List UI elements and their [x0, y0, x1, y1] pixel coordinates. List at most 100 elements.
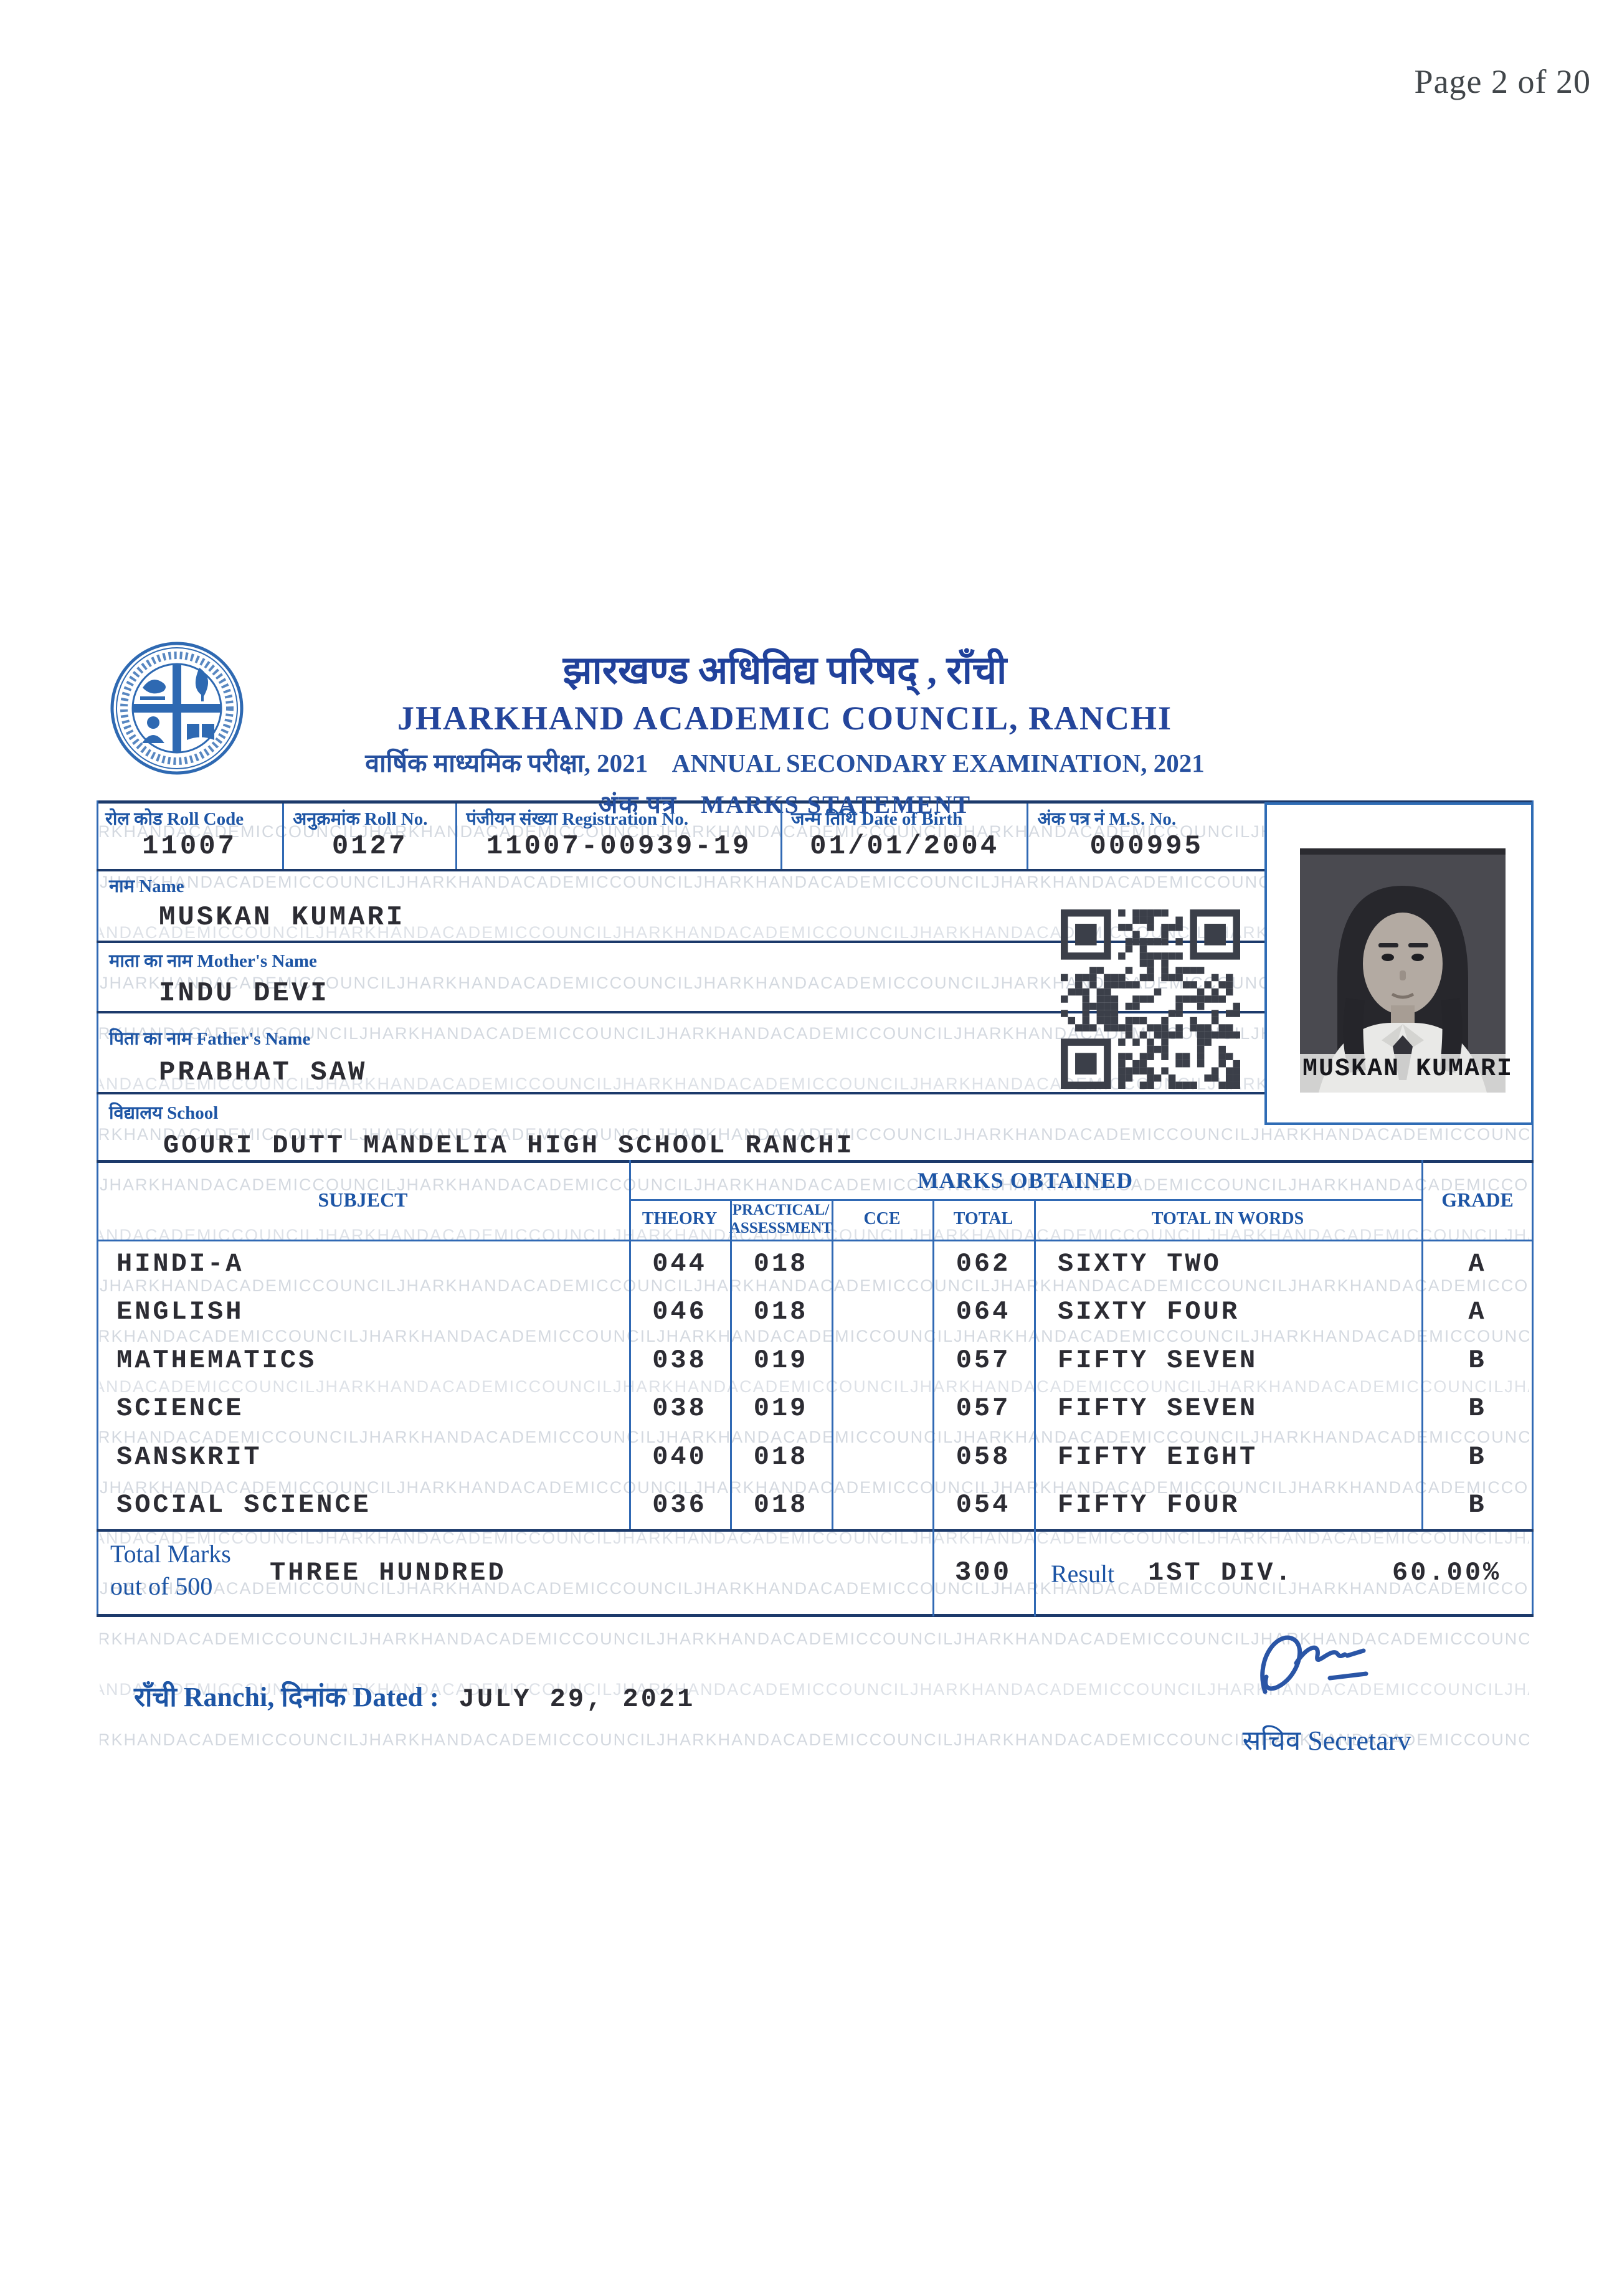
cert-right-border: [1532, 800, 1534, 1616]
result-value: 1ST DIV.: [1148, 1558, 1294, 1588]
subject-cell: SANSKRIT: [116, 1441, 262, 1472]
father-separator: [97, 1092, 1264, 1094]
total-in-words-cell: FIFTY FOUR: [1058, 1490, 1240, 1520]
col-header-total: TOTAL: [953, 1209, 1013, 1229]
theory-cell: 044: [652, 1248, 707, 1279]
theory-cell: 036: [652, 1490, 707, 1520]
certificate-header: झारखण्ड अधिविद्य परिषद् , राँची JHARKHAN…: [262, 643, 1308, 820]
practical-cell: 018: [753, 1441, 809, 1472]
grade-cell: A: [1468, 1297, 1487, 1327]
vline-theory: [730, 1199, 732, 1529]
grade-cell: B: [1468, 1393, 1487, 1424]
total-cell: 064: [956, 1297, 1011, 1327]
totals-vline-left: [932, 1529, 934, 1616]
total-in-words-cell: FIFTY SEVEN: [1058, 1345, 1258, 1375]
theory-cell: 038: [652, 1345, 707, 1375]
practical-cell: 018: [753, 1297, 809, 1327]
doc-title-hindi: अंक पत्र: [598, 790, 677, 818]
exam-title-hindi: वार्षिक माध्यमिक परीक्षा, 2021: [365, 749, 648, 777]
place-date-label: राँची Ranchi, दिनांक Dated :: [134, 1682, 439, 1712]
roll-no-value: 0127: [331, 831, 408, 862]
subject-cell: MATHEMATICS: [116, 1345, 317, 1375]
fields-row: रोल कोड Roll Code 11007 अनुक्रमांक Roll …: [97, 804, 1264, 869]
cert-left-border: [97, 800, 98, 1616]
col-header-theory: THEORY: [642, 1209, 718, 1229]
student-photo: MUSKAN KUMARI: [1300, 848, 1512, 1093]
grade-cell: B: [1468, 1490, 1487, 1520]
father-name-value: PRABHAT SAW: [159, 1057, 368, 1088]
marks-table: SUBJECT MARKS OBTAINED THEORY PRACTICAL/…: [97, 1160, 1534, 1529]
secretary-signature: [1236, 1618, 1386, 1721]
field-roll-code: रोल कोड Roll Code 11007: [97, 804, 285, 869]
totals-bottom-border: [97, 1614, 1534, 1617]
table-row: MATHEMATICS 038 019 057 FIFTY SEVEN B: [97, 1336, 1534, 1385]
marks-obtained-underline: [629, 1199, 1421, 1201]
col-header-grade: GRADE: [1441, 1188, 1514, 1211]
table-row: SANSKRIT 040 018 058 FIFTY EIGHT B: [97, 1433, 1534, 1481]
total-cell: 057: [956, 1393, 1011, 1424]
exam-title-line: वार्षिक माध्यमिक परीक्षा, 2021 ANNUAL SE…: [262, 745, 1308, 780]
grade-cell: B: [1468, 1345, 1487, 1375]
fields-bottom-border: [97, 869, 1264, 871]
school-label: विद्यालय School: [109, 1103, 219, 1123]
totals-top-border: [97, 1529, 1534, 1532]
exam-title-english: ANNUAL SECONDARY EXAMINATION, 2021: [671, 749, 1205, 777]
qr-code: [1057, 909, 1244, 1089]
name-separator: [97, 941, 1264, 943]
ms-no-value: 000995: [1089, 831, 1203, 862]
place-date-line: राँची Ranchi, दिनांक Dated : JULY 29, 20…: [134, 1677, 695, 1714]
subject-cell: ENGLISH: [116, 1297, 244, 1327]
theory-cell: 040: [652, 1441, 707, 1472]
col-header-practical: PRACTICAL/ ASSESSMENT: [729, 1201, 833, 1236]
total-in-words-cell: SIXTY TWO: [1058, 1248, 1221, 1279]
col-header-total-in-words: TOTAL IN WORDS: [1151, 1209, 1304, 1229]
col-header-cce: CCE: [863, 1209, 901, 1229]
total-cell: 058: [956, 1441, 1011, 1472]
total-in-words-value: THREE HUNDRED: [270, 1558, 506, 1588]
vline-cce: [932, 1199, 934, 1529]
field-registration-no: पंजीयन संख्या Registration No. 11007-009…: [457, 804, 782, 869]
secretary-label: सचिव Secretarv: [1242, 1725, 1411, 1756]
name-value: MUSKAN KUMARI: [159, 902, 406, 933]
col-header-marks-obtained: MARKS OBTAINED: [917, 1168, 1134, 1193]
practical-cell: 019: [753, 1393, 809, 1424]
date-of-birth-value: 01/01/2004: [810, 831, 1000, 862]
vline-grade: [1421, 1160, 1423, 1529]
cert-top-border: [97, 800, 1534, 804]
mother-name-label: माता का नाम Mother's Name: [109, 951, 317, 971]
practical-cell: 018: [753, 1490, 809, 1520]
student-photo-box: MUSKAN KUMARI: [1264, 802, 1534, 1125]
page-number: Page 2 of 20: [1414, 63, 1591, 100]
percentage-value: 60.00%: [1392, 1558, 1502, 1588]
total-in-words-cell: SIXTY FOUR: [1058, 1297, 1240, 1327]
total-cell: 062: [956, 1248, 1011, 1279]
result-label: Result: [1051, 1560, 1115, 1588]
practical-cell: 019: [753, 1345, 809, 1375]
marks-table-body: HINDI-A 044 018 062 SIXTY TWO A ENGLISH …: [97, 1240, 1534, 1529]
grade-cell: A: [1468, 1248, 1487, 1279]
mother-separator: [97, 1011, 1264, 1013]
council-seal-logo-icon: [110, 642, 244, 776]
doc-title-line: अंक पत्र MARKS STATEMENT: [262, 786, 1308, 820]
school-value: GOURI DUTT MANDELIA HIGH SCHOOL RANCHI: [163, 1131, 855, 1160]
total-in-words-cell: FIFTY SEVEN: [1058, 1393, 1258, 1424]
subject-cell: SCIENCE: [116, 1393, 244, 1424]
col-header-subject: SUBJECT: [318, 1188, 408, 1211]
table-top-border: [97, 1160, 1534, 1163]
table-row: SCIENCE 038 019 057 FIFTY SEVEN B: [97, 1385, 1534, 1433]
total-cell: 054: [956, 1490, 1011, 1520]
subject-cell: HINDI-A: [116, 1248, 244, 1279]
org-title-hindi: झारखण्ड अधिविद्य परिषद् , राँची: [562, 650, 1007, 692]
practical-cell: 018: [753, 1248, 809, 1279]
table-row: HINDI-A 044 018 062 SIXTY TWO A: [97, 1240, 1534, 1288]
field-ms-no: अंक पत्र नं M.S. No. 000995: [1028, 804, 1264, 869]
date-value: JULY 29, 2021: [458, 1684, 696, 1714]
subject-cell: SOCIAL SCIENCE: [116, 1490, 371, 1520]
org-title-english: JHARKHAND ACADEMIC COUNCIL, RANCHI: [397, 700, 1173, 737]
registration-no-value: 11007-00939-19: [486, 831, 752, 862]
theory-cell: 038: [652, 1393, 707, 1424]
totals-vline-right: [1034, 1529, 1036, 1616]
total-marks-value: 300: [954, 1557, 1012, 1588]
name-label: नाम Name: [109, 876, 184, 896]
